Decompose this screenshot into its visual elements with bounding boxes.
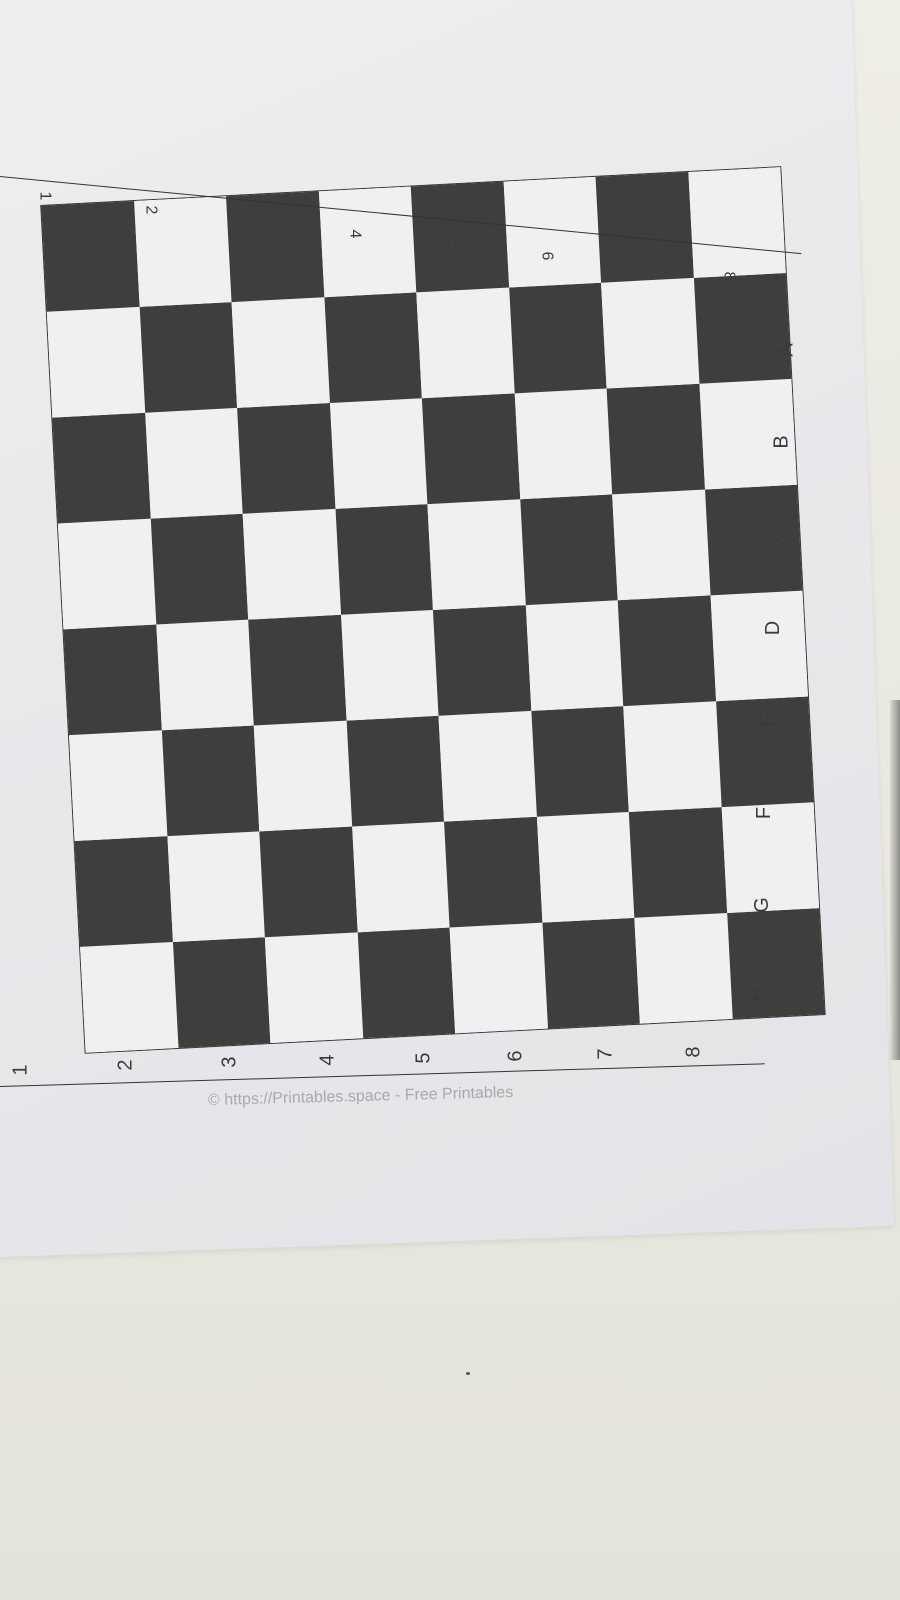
board-square	[248, 614, 347, 726]
rank-label-bottom-6: 6	[504, 1050, 527, 1062]
board-square	[351, 821, 450, 933]
file-label-d: D	[762, 620, 785, 636]
board-square	[242, 508, 341, 620]
board-square	[432, 605, 531, 716]
board-square	[346, 715, 445, 827]
board-square	[253, 720, 352, 832]
board-square	[161, 725, 260, 837]
board-square	[541, 917, 640, 1029]
rank-label-top-1: 1	[36, 191, 54, 201]
board-square	[318, 186, 417, 298]
board-square	[612, 489, 711, 601]
board-square	[726, 908, 825, 1019]
rank-label-bottom-1: 1	[9, 1064, 32, 1076]
board-square	[237, 403, 336, 514]
board-square	[693, 273, 792, 384]
board-square	[323, 292, 422, 404]
board-square	[139, 302, 238, 413]
file-label-c: C	[766, 527, 789, 543]
table-speck	[466, 1372, 470, 1375]
board-square	[340, 609, 439, 721]
board-square	[519, 494, 618, 606]
board-square	[335, 504, 433, 615]
board-square	[69, 730, 167, 842]
rank-label-bottom-5: 5	[412, 1052, 435, 1064]
file-label-h: H	[746, 987, 769, 1003]
board-square	[525, 600, 624, 711]
board-square	[508, 282, 607, 394]
file-label-a: A	[775, 343, 798, 357]
board-square	[57, 518, 156, 630]
board-square	[144, 407, 243, 519]
board-square	[687, 167, 786, 278]
board-square	[264, 932, 363, 1044]
board-square	[231, 297, 330, 408]
board-square	[63, 624, 162, 736]
board-square	[438, 710, 537, 822]
board-square	[155, 619, 254, 731]
rank-label-top-6: 6	[538, 251, 556, 261]
file-label-f: F	[753, 806, 776, 820]
board-square	[329, 398, 428, 509]
rank-label-bottom-2: 2	[114, 1059, 137, 1071]
board-square	[259, 826, 358, 938]
board-square	[166, 831, 265, 943]
rank-label-bottom-8: 8	[682, 1046, 705, 1058]
board-square	[710, 590, 808, 702]
rank-label-bottom-7: 7	[594, 1048, 617, 1060]
rank-label-top-4: 4	[346, 229, 364, 239]
board-square	[46, 306, 145, 418]
board-square	[416, 287, 515, 399]
board-square	[601, 277, 699, 389]
file-label-g: G	[750, 897, 773, 913]
board-square	[606, 383, 705, 495]
board-square	[74, 836, 173, 947]
rank-label-top-2: 2	[142, 205, 160, 215]
rank-label-top-7: 7	[632, 261, 650, 271]
board-square	[617, 595, 716, 707]
board-square	[628, 807, 727, 918]
board-square	[698, 378, 797, 490]
file-label-b: B	[770, 435, 793, 449]
board-square	[172, 937, 271, 1048]
board-square	[530, 706, 629, 817]
board-square	[623, 701, 722, 812]
file-label-e: E	[757, 713, 780, 727]
chess-board	[40, 166, 826, 1054]
board-square	[444, 816, 542, 928]
board-square	[634, 912, 733, 1024]
board-square	[421, 393, 520, 505]
table-edge	[890, 700, 900, 1060]
board-square	[226, 191, 324, 303]
board-square	[410, 181, 509, 293]
board-square	[514, 388, 613, 500]
rank-label-bottom-3: 3	[218, 1056, 241, 1068]
board-square	[536, 811, 635, 923]
board-square	[41, 201, 140, 312]
rank-label-top-3: 3	[246, 217, 264, 227]
rank-label-top-8: 8	[720, 271, 738, 281]
board-square	[80, 942, 179, 1053]
board-square	[52, 412, 151, 524]
board-square	[427, 499, 526, 610]
board-square	[357, 927, 456, 1039]
board-square	[150, 513, 249, 625]
board-square	[449, 922, 548, 1034]
rank-label-bottom-4: 4	[316, 1054, 339, 1066]
printables-credit: © https://Printables.space - Free Printa…	[207, 1084, 514, 1109]
rank-label-top-5: 5	[444, 241, 462, 251]
